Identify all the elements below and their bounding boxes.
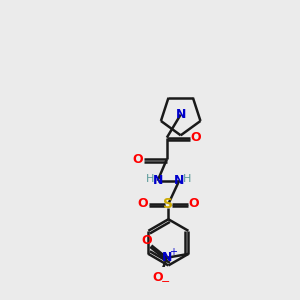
Text: −: −: [160, 278, 170, 287]
Text: O: O: [142, 234, 152, 247]
Text: O: O: [138, 197, 148, 210]
Text: S: S: [164, 197, 173, 211]
Text: N: N: [174, 174, 184, 187]
Text: +: +: [169, 248, 177, 257]
Text: O: O: [188, 197, 199, 210]
Text: O: O: [191, 131, 201, 144]
Text: N: N: [152, 174, 163, 187]
Text: N: N: [162, 251, 172, 264]
Text: H: H: [146, 174, 154, 184]
Text: O: O: [132, 153, 143, 166]
Text: O: O: [152, 271, 163, 284]
Text: H: H: [183, 174, 191, 184]
Text: N: N: [176, 108, 186, 121]
